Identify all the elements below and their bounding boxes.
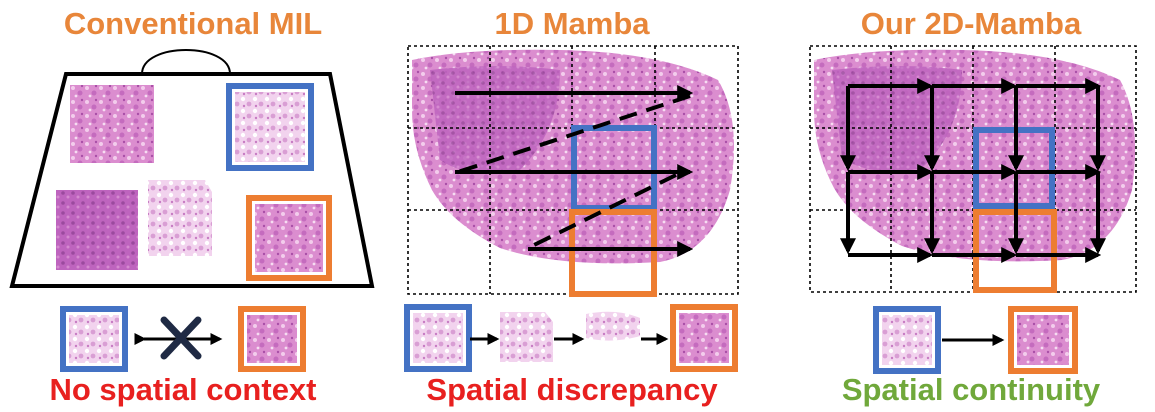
panel-2-title: 1D Mamba bbox=[494, 6, 650, 41]
scan-path bbox=[455, 85, 694, 257]
orange-patch bbox=[1008, 306, 1078, 374]
orange-patch bbox=[670, 304, 738, 372]
bag-handle bbox=[141, 49, 231, 75]
blue-patch-highlight bbox=[571, 125, 657, 211]
blue-patch bbox=[404, 304, 472, 372]
orange-patch bbox=[246, 195, 332, 281]
blue-patch bbox=[873, 306, 941, 374]
panel-3-title: Our 2D-Mamba bbox=[860, 6, 1082, 41]
blue-patch bbox=[226, 83, 314, 171]
patch-tile bbox=[148, 180, 212, 256]
patch-tile bbox=[500, 312, 553, 362]
panel-2-caption: Spatial discrepancy bbox=[426, 372, 718, 407]
panel-1-caption: No spatial context bbox=[49, 372, 317, 407]
orange-patch bbox=[238, 306, 306, 372]
patch-tile bbox=[70, 85, 154, 163]
cross-icon bbox=[160, 316, 202, 360]
patch-tile bbox=[56, 190, 138, 270]
scan-2d-path bbox=[840, 78, 1106, 263]
patch-tile bbox=[586, 311, 640, 341]
orange-patch-highlight bbox=[569, 209, 657, 297]
blue-patch bbox=[60, 306, 128, 372]
panel-1-title: Conventional MIL bbox=[63, 6, 323, 41]
panel-3-caption: Spatial continuity bbox=[841, 372, 1101, 407]
